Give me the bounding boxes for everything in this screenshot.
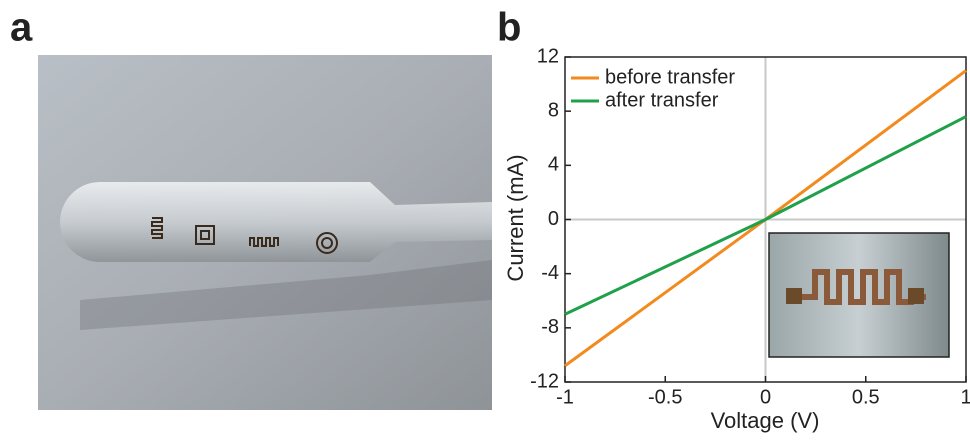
plot-frame	[564, 56, 967, 383]
x-tick-label: 0	[760, 386, 771, 408]
panel-label: a	[10, 6, 33, 50]
inset-pad	[908, 288, 924, 304]
y-tick-label: 4	[548, 154, 559, 176]
inset-trace	[795, 269, 926, 305]
x-tick-label: 0.5	[852, 386, 880, 408]
line-chart: Current (mA) Voltage (V)	[503, 154, 820, 432]
y-tick-label: -12	[530, 370, 559, 392]
photo	[38, 55, 492, 410]
x-tick-label: -1	[556, 386, 574, 408]
y-tick-label: -8	[541, 316, 559, 338]
x-tick-label: 1	[960, 386, 970, 408]
x-tick-label: -0.5	[648, 386, 682, 408]
legend-label: after transfer	[605, 89, 719, 111]
legend-label: before transfer	[605, 66, 735, 88]
series-line	[564, 115, 967, 316]
x-axis-title: Voltage (V)	[711, 408, 820, 433]
inset-photo	[768, 232, 950, 358]
panel-label: b	[497, 6, 521, 50]
y-axis-title: Current (mA)	[503, 154, 528, 281]
y-tick-label: -4	[541, 262, 559, 284]
inset-pad	[786, 288, 802, 304]
y-tick-label: 12	[537, 45, 559, 67]
y-tick-label: 8	[548, 99, 559, 121]
y-tick-label: 0	[548, 208, 559, 230]
